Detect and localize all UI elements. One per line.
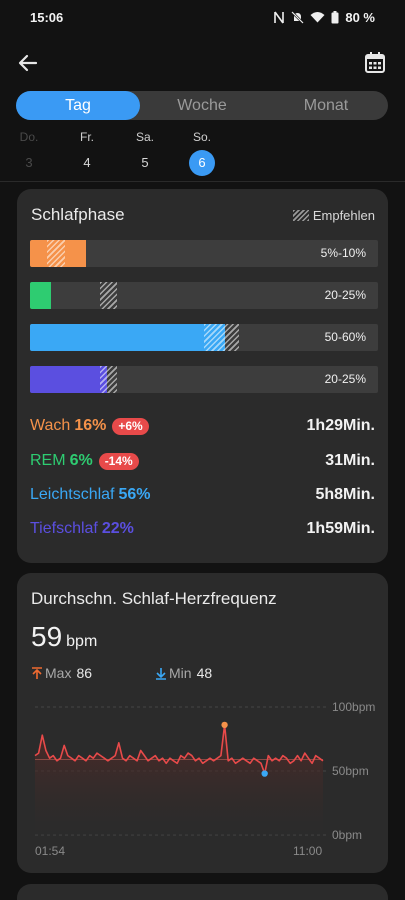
calendar-icon xyxy=(365,52,385,73)
recommended-legend: Empfehlen xyxy=(292,208,375,223)
arrow-left-icon xyxy=(18,54,38,72)
sleep-phase-card[interactable]: Schlafphase Empfehlen 5%-10% 20-25% 50-6… xyxy=(17,189,388,563)
back-button[interactable] xyxy=(16,50,42,76)
divider xyxy=(0,181,405,182)
day-saturday[interactable]: Sa. 5 xyxy=(125,128,165,176)
phase-bar-deep: 20-25% xyxy=(30,366,378,393)
bar-fill xyxy=(30,366,107,393)
heart-rate-chart[interactable]: 100bpm 50bpm 0bpm 01:54 11:00 xyxy=(17,693,388,863)
nfc-icon xyxy=(274,11,285,23)
stat-percent: 6% xyxy=(69,452,93,469)
period-tabs: Tag Woche Monat xyxy=(16,91,388,120)
stat-row-light: Leichtschlaf 56% 5h8Min. xyxy=(30,483,375,507)
day-number: 6 xyxy=(189,150,215,176)
stat-duration: 1h29Min. xyxy=(306,417,375,434)
next-card[interactable] xyxy=(17,884,388,900)
bar-recommended xyxy=(99,366,117,393)
day-number: 3 xyxy=(25,155,33,170)
stat-percent: 22% xyxy=(101,520,134,537)
day-selector: Do. 3 Fr. 4 Sa. 5 So. 6 xyxy=(0,128,405,180)
stat-delta-badge: -14% xyxy=(98,452,139,470)
min-stat: Min 48 xyxy=(155,665,212,681)
x-end-label: 11:00 xyxy=(293,844,322,858)
heart-rate-value: 59 xyxy=(31,621,63,652)
bar-recommended xyxy=(204,324,239,351)
stat-duration: 31Min. xyxy=(325,452,375,469)
tab-day[interactable]: Tag xyxy=(16,91,140,120)
hatch-swatch xyxy=(292,210,309,221)
day-name: So. xyxy=(192,130,211,144)
heart-rate-unit: bpm xyxy=(66,633,98,650)
bar-range-label: 5%-10% xyxy=(320,246,366,260)
bar-fill xyxy=(30,282,51,309)
chart-area xyxy=(35,724,323,835)
stat-name: Tiefschlaf xyxy=(30,520,98,537)
x-start-label: 01:54 xyxy=(35,844,65,858)
arrow-up-to-line-icon xyxy=(32,666,42,679)
bar-recommended xyxy=(99,282,117,309)
day-name: Fr. xyxy=(80,130,94,144)
status-icons: 80 % xyxy=(273,10,375,25)
day-thursday[interactable]: Do. 3 xyxy=(9,128,49,176)
stat-duration: 5h8Min. xyxy=(315,486,375,503)
y-tick-label: 0bpm xyxy=(332,828,362,842)
tab-week[interactable]: Woche xyxy=(177,97,227,114)
heart-rate-card[interactable]: Durchschn. Schlaf-Herzfrequenz 59 bpm Max… xyxy=(17,573,388,873)
day-number: 5 xyxy=(141,155,149,170)
status-bar: 15:06 80 % xyxy=(0,0,405,34)
day-name: Sa. xyxy=(135,130,154,144)
min-marker xyxy=(261,770,268,777)
calendar-button[interactable] xyxy=(363,50,387,76)
min-label: Min xyxy=(169,665,192,681)
legend-label: Empfehlen xyxy=(312,208,375,223)
max-value: 86 xyxy=(76,665,93,681)
status-time: 15:06 xyxy=(30,9,64,25)
stat-row-wach: Wach 16% +6% 1h29Min. xyxy=(30,414,375,438)
battery-icon xyxy=(331,10,339,23)
arrow-down-to-line-icon xyxy=(156,667,166,680)
phase-bar-rem: 20-25% xyxy=(30,282,378,309)
y-tick-label: 100bpm xyxy=(332,700,375,714)
chart-line xyxy=(34,724,324,775)
phase-bar-light: 50-60% xyxy=(30,324,378,351)
stat-name: REM xyxy=(30,452,66,469)
mute-icon xyxy=(291,10,305,24)
min-value: 48 xyxy=(196,665,213,681)
max-stat: Max 86 xyxy=(31,665,155,681)
day-friday[interactable]: Fr. 4 xyxy=(67,128,107,176)
stat-duration: 1h59Min. xyxy=(306,520,375,537)
bar-range-label: 20-25% xyxy=(324,288,366,302)
stat-percent: 16% xyxy=(74,417,107,434)
bar-range-label: 20-25% xyxy=(324,372,366,386)
stat-delta-badge: +6% xyxy=(112,417,149,435)
day-sunday[interactable]: So. 6 xyxy=(182,128,222,176)
min-max-row: Max 86 Min 48 xyxy=(31,665,212,681)
day-number: 4 xyxy=(83,155,91,170)
app-bar xyxy=(0,44,405,80)
bar-range-label: 50-60% xyxy=(324,330,366,344)
phase-bar-wach: 5%-10% xyxy=(30,240,378,267)
y-tick-label: 50bpm xyxy=(332,764,369,778)
battery-level: 80 % xyxy=(345,9,375,25)
tab-month[interactable]: Monat xyxy=(303,97,349,114)
stat-name: Leichtschlaf xyxy=(30,486,115,503)
wifi-icon xyxy=(310,12,325,23)
day-name: Do. xyxy=(19,130,39,144)
stat-name: Wach xyxy=(30,417,71,434)
max-label: Max xyxy=(45,665,72,681)
stat-percent: 56% xyxy=(118,486,151,503)
bar-recommended xyxy=(47,240,65,267)
max-marker xyxy=(221,721,228,729)
bar-fill xyxy=(30,324,225,351)
heart-rate-average: 59 bpm xyxy=(31,621,97,653)
heart-rate-title: Durchschn. Schlaf-Herzfrequenz xyxy=(31,589,277,608)
stat-row-rem: REM 6% -14% 31Min. xyxy=(30,449,375,473)
sleep-phase-title: Schlafphase xyxy=(31,205,125,224)
stat-row-deep: Tiefschlaf 22% 1h59Min. xyxy=(30,517,375,541)
